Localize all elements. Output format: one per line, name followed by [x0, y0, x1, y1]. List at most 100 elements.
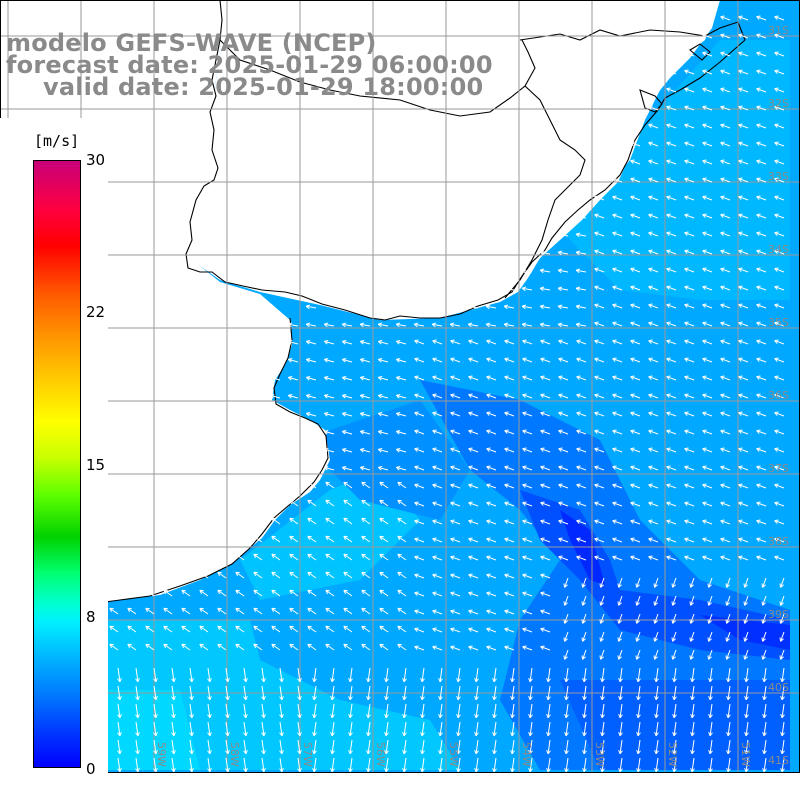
- wind-arrow-head: [756, 195, 761, 198]
- wind-arrow-head: [377, 322, 383, 325]
- wind-arrow: [468, 538, 479, 543]
- wind-arrow: [655, 685, 659, 700]
- wind-arrow-head: [666, 178, 670, 182]
- wind-arrow-head: [612, 501, 617, 504]
- wind-arrow-head: [576, 502, 580, 506]
- wind-arrow-head: [325, 482, 329, 487]
- wind-arrow-head: [342, 357, 347, 360]
- wind-arrow: [253, 571, 263, 579]
- wind-arrow-head: [457, 678, 461, 683]
- wind-arrow-head: [281, 695, 284, 701]
- wind-arrow: [324, 340, 335, 345]
- wind-arrow-head: [432, 538, 436, 542]
- wind-arrow-head: [774, 16, 778, 20]
- wind-arrow-head: [117, 678, 121, 683]
- wind-arrow-head: [432, 340, 436, 344]
- wind-arrow-head: [163, 608, 167, 613]
- wind-arrow-head: [323, 377, 328, 381]
- wind-arrow: [540, 430, 551, 435]
- wind-arrow: [261, 739, 265, 754]
- wind-arrow-head: [325, 518, 329, 523]
- wind-arrow-head: [774, 483, 779, 486]
- wind-arrow-head: [684, 448, 688, 452]
- wind-arrow: [450, 412, 461, 417]
- wind-arrow-head: [540, 556, 544, 560]
- wind-arrow-head: [402, 713, 405, 719]
- wind-arrow-head: [330, 695, 333, 701]
- wind-arrow: [630, 376, 641, 381]
- wind-arrow-head: [779, 583, 782, 588]
- wind-arrow: [666, 142, 677, 147]
- wind-arrow: [666, 502, 677, 507]
- wind-arrow-head: [648, 465, 653, 468]
- wind-arrow-head: [343, 536, 347, 541]
- wind-arrow: [774, 34, 785, 39]
- wind-arrow: [666, 322, 677, 327]
- wind-arrow-head: [594, 358, 598, 362]
- wind-arrow: [612, 430, 623, 435]
- wind-arrow-head: [349, 714, 353, 719]
- wind-arrow: [601, 685, 605, 700]
- wind-arrow: [271, 625, 281, 633]
- wind-arrow-head: [684, 555, 689, 558]
- wind-arrow: [673, 739, 677, 754]
- wind-arrow-head: [594, 520, 598, 524]
- wind-arrow: [702, 358, 713, 363]
- wind-arrow-head: [367, 732, 371, 737]
- wind-arrow-head: [630, 430, 634, 434]
- wind-arrow-head: [539, 323, 544, 328]
- wind-arrow-head: [432, 627, 437, 630]
- wind-arrow-head: [653, 583, 656, 588]
- wind-arrow-head: [261, 678, 265, 683]
- wind-arrow: [279, 739, 283, 754]
- wind-arrow: [288, 376, 299, 381]
- wind-arrow-head: [774, 88, 778, 92]
- wind-arrow-head: [528, 695, 531, 701]
- wind-arrow-head: [330, 749, 333, 755]
- wind-arrow-head: [630, 303, 635, 306]
- wind-arrow-head: [117, 750, 121, 755]
- wind-arrow: [756, 556, 767, 561]
- wind-arrow-head: [774, 15, 779, 18]
- wind-arrow: [684, 376, 695, 381]
- wind-arrow-head: [191, 731, 194, 737]
- wind-arrow-head: [738, 537, 743, 540]
- wind-arrow-head: [612, 232, 616, 236]
- wind-arrow-head: [269, 395, 274, 399]
- wind-arrow-head: [468, 430, 472, 434]
- wind-arrow-head: [540, 483, 545, 486]
- wind-arrow-head: [720, 178, 724, 182]
- wind-arrow-head: [547, 696, 551, 701]
- wind-arrow-head: [720, 214, 724, 218]
- wind-arrow-head: [313, 678, 317, 683]
- wind-arrow-head: [510, 695, 513, 701]
- wind-arrow: [486, 646, 497, 651]
- wind-arrow-head: [648, 232, 652, 236]
- wind-arrow-head: [539, 287, 544, 292]
- wind-arrow: [181, 607, 191, 615]
- wind-arrow: [288, 394, 299, 399]
- wind-arrow-head: [774, 393, 779, 396]
- wind-arrow-head: [774, 106, 778, 110]
- wind-arrow-head: [155, 677, 158, 683]
- wind-arrow-head: [630, 214, 634, 218]
- wind-arrow-head: [581, 655, 584, 660]
- wind-arrow-head: [522, 646, 526, 650]
- wind-arrow: [135, 667, 139, 682]
- wind-arrow-head: [450, 412, 454, 416]
- wind-arrow-head: [666, 465, 671, 468]
- wind-arrow-head: [594, 393, 599, 396]
- wind-arrow: [684, 448, 695, 453]
- wind-arrow-head: [708, 767, 711, 773]
- wind-arrow-head: [655, 732, 659, 737]
- wind-arrow-head: [297, 678, 301, 683]
- wind-arrow: [361, 517, 371, 525]
- wind-arrow-head: [743, 637, 746, 642]
- wind-arrow: [636, 577, 641, 588]
- wind-arrow-head: [774, 213, 779, 216]
- wind-arrow-head: [450, 502, 454, 506]
- wind-arrow-head: [727, 732, 731, 737]
- wind-arrow-head: [684, 177, 689, 180]
- wind-arrow: [709, 757, 713, 772]
- wind-arrow-head: [666, 303, 671, 306]
